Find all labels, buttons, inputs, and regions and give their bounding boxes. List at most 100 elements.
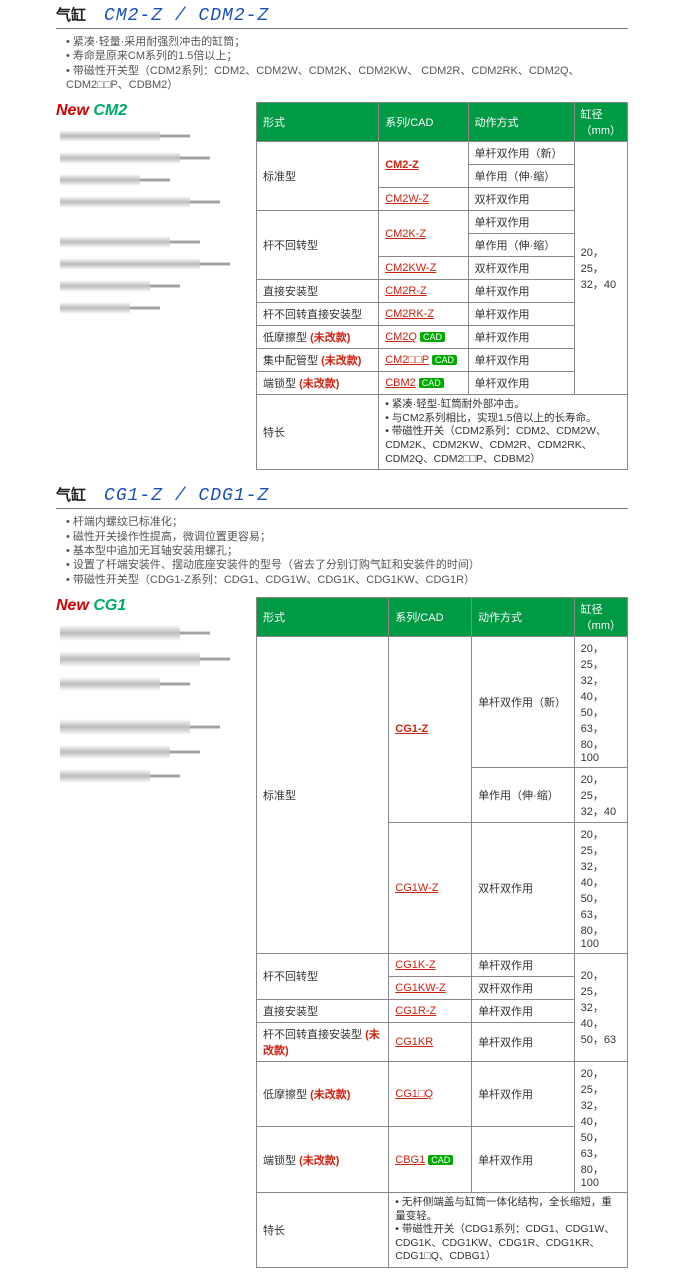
cell-action: 单杆双作用 bbox=[468, 372, 574, 395]
table-row: 杆不回转型 CM2K-Z 单杆双作用 bbox=[257, 211, 628, 234]
cell-action: 双杆双作用 bbox=[468, 257, 574, 280]
cell-form: 低摩擦型 (未改款) bbox=[257, 1061, 389, 1127]
bullets-cm2: 紧凑·轻量·采用耐强烈冲击的缸筒； 寿命是原来CM系列的1.5倍以上； 带磁性开… bbox=[66, 35, 628, 92]
series-link[interactable]: CG1W-Z bbox=[395, 882, 438, 894]
th-form: 形式 bbox=[257, 597, 389, 636]
bullet: 带磁性开关型（CDG1-Z系列：CDG1、CDG1W、CDG1K、CDG1KW、… bbox=[66, 573, 628, 587]
th-form: 形式 bbox=[257, 103, 379, 142]
table-row: 标准型 CM2-Z 单杆双作用（新） 20，25，32，40 bbox=[257, 142, 628, 165]
cell-action: 单杆双作用 bbox=[468, 211, 574, 234]
series-link[interactable]: CM2RK-Z bbox=[385, 308, 434, 320]
content-row: New CG1 形式 系列/CAD 动作方式 缸径（mm） 标准型 CG1-Z … bbox=[56, 597, 628, 1268]
th-series: 系列/CAD bbox=[389, 597, 472, 636]
th-bore: 缸径（mm） bbox=[574, 597, 627, 636]
series-link[interactable]: CM2□□P bbox=[385, 354, 429, 366]
series-link[interactable]: CM2-Z bbox=[385, 159, 419, 171]
table-row: 杆不回转型 CG1K-Z 单杆双作用 20，25，32，40，50，63 bbox=[257, 953, 628, 976]
series-link[interactable]: CG1□Q bbox=[395, 1088, 433, 1100]
series-link[interactable]: CBM2 bbox=[385, 377, 416, 389]
cell-features: 紧凑·轻型·缸筒耐外部冲击。 与CM2系列相比，实现1.5倍以上的长寿命。 带磁… bbox=[379, 395, 628, 470]
cylinder-illustration bbox=[56, 619, 246, 789]
title-row: 气缸 CM2-Z / CDM2-Z bbox=[56, 4, 628, 29]
cad-badge: CAD bbox=[419, 378, 444, 388]
series-link[interactable]: CBG1 bbox=[395, 1154, 425, 1166]
bullet: 设置了杆端安装件、摆动底座安装件的型号（省去了分别订购气缸和安装件的时间） bbox=[66, 558, 628, 572]
series-link[interactable]: CG1KR bbox=[395, 1036, 433, 1048]
series-link[interactable]: CM2K-Z bbox=[385, 228, 426, 240]
bullet: 寿命是原来CM系列的1.5倍以上； bbox=[66, 49, 628, 63]
cell-form: 标准型 bbox=[257, 636, 389, 953]
bullet: 带磁性开关型（CDM2系列：CDM2、CDM2W、CDM2K、CDM2KW、 C… bbox=[66, 64, 628, 93]
series-link[interactable]: CG1R-Z bbox=[395, 1005, 436, 1017]
bullet: 紧凑·轻量·采用耐强烈冲击的缸筒； bbox=[66, 35, 628, 49]
cell-form: 端锁型 (未改款) bbox=[257, 1127, 389, 1193]
series-link[interactable]: CM2KW-Z bbox=[385, 262, 436, 274]
series-link[interactable]: CM2W-Z bbox=[385, 193, 429, 205]
image-col: New CG1 bbox=[56, 597, 246, 789]
table-row: 集中配管型 (未改款) CM2□□PCAD 单杆双作用 bbox=[257, 349, 628, 372]
cell-bore: 20，25，32，40，50，63，80，100 bbox=[574, 822, 627, 953]
cell-feat-label: 特长 bbox=[257, 395, 379, 470]
series-link[interactable]: CM2Q bbox=[385, 331, 417, 343]
cell-action: 单作用（伸·缩） bbox=[468, 234, 574, 257]
cell-bore: 20，25，32，40，50，63，80，100 bbox=[574, 1061, 627, 1192]
table-row: 杆不回转直接安装型 (未改款) CG1KR 单杆双作用 bbox=[257, 1022, 628, 1061]
feature: 带磁性开关（CDM2系列：CDM2、CDM2W、CDM2K、CDM2KW、CDM… bbox=[385, 425, 621, 466]
table-cg1: 形式 系列/CAD 动作方式 缸径（mm） 标准型 CG1-Z 单杆双作用（新）… bbox=[256, 597, 628, 1268]
cell-feat-label: 特长 bbox=[257, 1192, 389, 1267]
series-link[interactable]: CM2R-Z bbox=[385, 285, 427, 297]
cell-bore: 20，25，32，40 bbox=[574, 767, 627, 822]
cell-form: 杆不回转型 bbox=[257, 211, 379, 280]
cell-form: 标准型 bbox=[257, 142, 379, 211]
table-header-row: 形式 系列/CAD 动作方式 缸径（mm） bbox=[257, 597, 628, 636]
bullet: 磁性开关操作性提高，微调位置更容易； bbox=[66, 530, 628, 544]
title-cn: 气缸 bbox=[56, 484, 86, 505]
table-cm2: 形式 系列/CAD 动作方式 缸径（mm） 标准型 CM2-Z 单杆双作用（新）… bbox=[256, 102, 628, 470]
table-row: 端锁型 (未改款) CBG1CAD 单杆双作用 bbox=[257, 1127, 628, 1193]
series-link[interactable]: CG1KW-Z bbox=[395, 982, 446, 994]
series-link[interactable]: CG1-Z bbox=[395, 723, 428, 735]
cad-badge: CAD bbox=[420, 332, 445, 342]
cell-form: 杆不回转型 bbox=[257, 953, 389, 999]
cell-features: 无杆侧端盖与缸筒一体化结构，全长缩短，重量变轻。 带磁性开关（CDG1系列：CD… bbox=[389, 1192, 628, 1267]
series-link[interactable]: CG1K-Z bbox=[395, 959, 435, 971]
cylinder-illustration bbox=[56, 124, 246, 320]
th-action: 动作方式 bbox=[472, 597, 575, 636]
title-model: CM2-Z / CDM2-Z bbox=[104, 6, 269, 26]
cell-action: 单作用（伸·缩） bbox=[472, 767, 575, 822]
cad-badge: CAD bbox=[428, 1155, 453, 1165]
bullet: 杆端内螺纹已标准化； bbox=[66, 515, 628, 529]
cell-action: 单杆双作用 bbox=[468, 326, 574, 349]
table-row: 直接安装型 CG1R-Z 单杆双作用 bbox=[257, 999, 628, 1022]
cell-form: 杆不回转直接安装型 (未改款) bbox=[257, 1022, 389, 1061]
cell-action: 单杆双作用 bbox=[468, 349, 574, 372]
cell-bore: 20，25，32，40 bbox=[574, 142, 627, 395]
table-row: 端锁型 (未改款) CBM2CAD 单杆双作用 bbox=[257, 372, 628, 395]
content-row: New CM2 形式 系列/CAD 动作方式 缸径（mm） 标准型 CM2-Z … bbox=[56, 102, 628, 470]
table-feature-row: 特长 紧凑·轻型·缸筒耐外部冲击。 与CM2系列相比，实现1.5倍以上的长寿命。… bbox=[257, 395, 628, 470]
cell-action: 单杆双作用 bbox=[468, 303, 574, 326]
table-row: 标准型 CG1-Z 单杆双作用（新） 20，25，32，40，50，63，80，… bbox=[257, 636, 628, 767]
table-row: 杆不回转直接安装型 CM2RK-Z 单杆双作用 bbox=[257, 303, 628, 326]
cell-form: 直接安装型 bbox=[257, 999, 389, 1022]
table-row: 直接安装型 CM2R-Z 单杆双作用 bbox=[257, 280, 628, 303]
th-series: 系列/CAD bbox=[379, 103, 468, 142]
bullets-cg1: 杆端内螺纹已标准化； 磁性开关操作性提高，微调位置更容易； 基本型中追加无耳轴安… bbox=[66, 515, 628, 586]
cell-action: 双杆双作用 bbox=[472, 822, 575, 953]
image-col: New CM2 bbox=[56, 102, 246, 320]
cell-action: 单作用（伸·缩） bbox=[468, 165, 574, 188]
cell-form: 集中配管型 (未改款) bbox=[257, 349, 379, 372]
table-row: 低摩擦型 (未改款) CG1□Q 单杆双作用 20，25，32，40，50，63… bbox=[257, 1061, 628, 1127]
cell-action: 单杆双作用 bbox=[472, 1061, 575, 1127]
cell-action: 双杆双作用 bbox=[468, 188, 574, 211]
cell-action: 单杆双作用 bbox=[472, 999, 575, 1022]
cell-form: 低摩擦型 (未改款) bbox=[257, 326, 379, 349]
cell-action: 单杆双作用 bbox=[472, 1127, 575, 1193]
feature: 与CM2系列相比，实现1.5倍以上的长寿命。 bbox=[385, 412, 621, 426]
new-badge: New CG1 bbox=[56, 597, 246, 615]
th-action: 动作方式 bbox=[468, 103, 574, 142]
th-bore: 缸径（mm） bbox=[574, 103, 627, 142]
cell-action: 双杆双作用 bbox=[472, 976, 575, 999]
section-cg1: 气缸 CG1-Z / CDG1-Z 杆端内螺纹已标准化； 磁性开关操作性提高，微… bbox=[0, 480, 684, 1278]
title-cn: 气缸 bbox=[56, 4, 86, 25]
